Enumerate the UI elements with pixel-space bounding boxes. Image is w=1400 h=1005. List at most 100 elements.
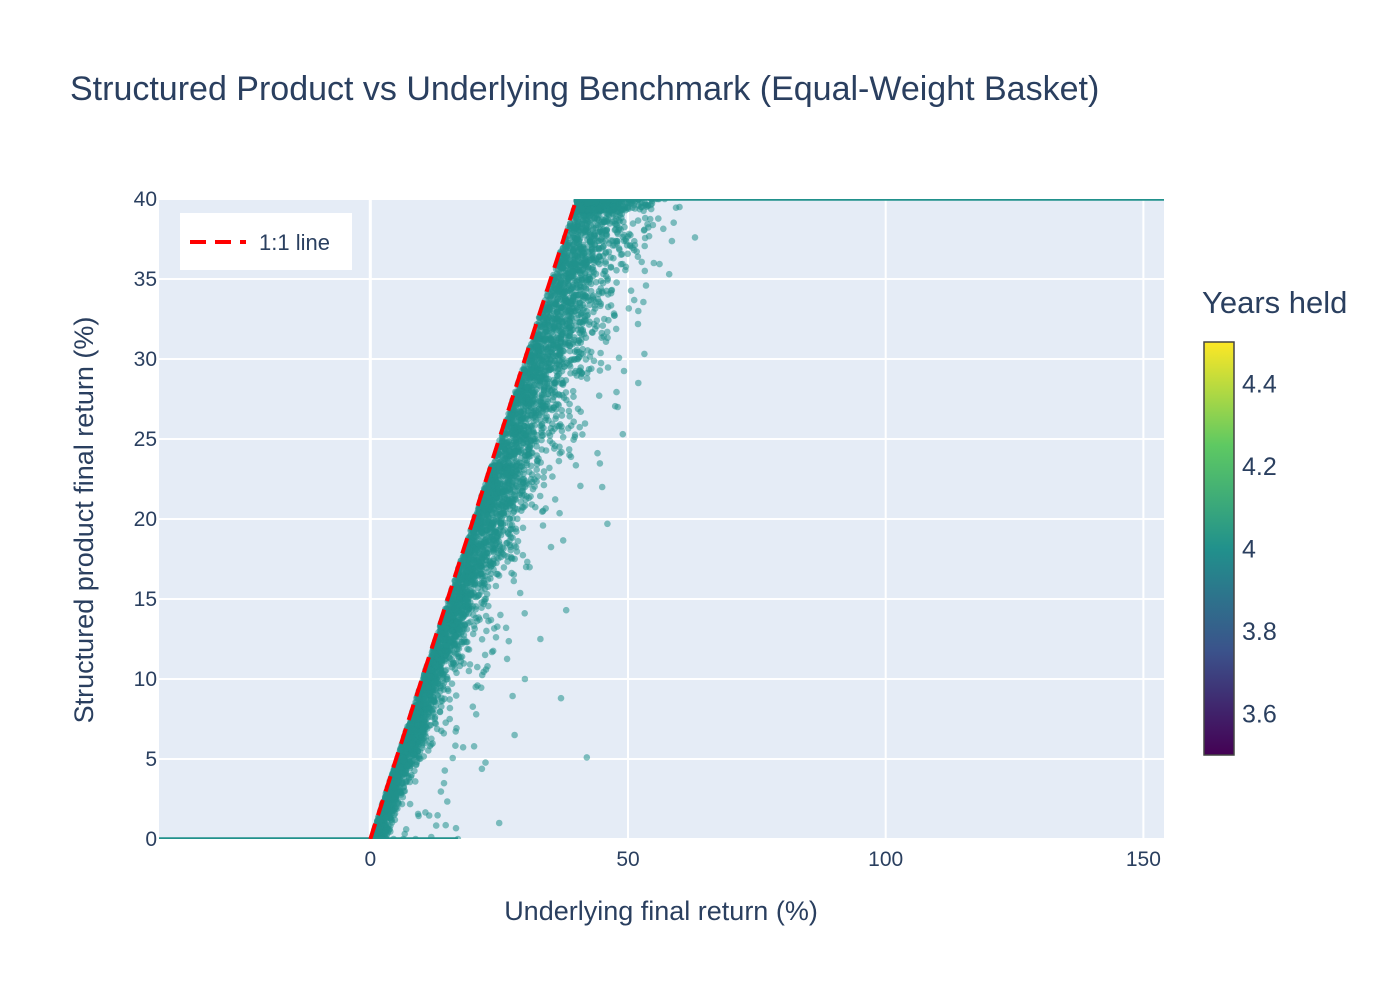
scatter-point [552, 496, 559, 503]
scatter-point [520, 552, 527, 559]
scatter-point [553, 335, 560, 342]
scatter-point [478, 527, 485, 534]
scatter-point [511, 492, 518, 499]
scatter-point [593, 271, 600, 278]
scatter-point [405, 735, 412, 742]
scatter-point [562, 244, 569, 251]
scatter-point [577, 408, 584, 415]
scatter-point [521, 610, 528, 617]
scatter-point [476, 616, 483, 623]
scatter-point [541, 482, 548, 489]
scatter-point [441, 686, 448, 693]
scatter-point [415, 813, 422, 820]
scatter-point [537, 493, 544, 500]
scatter-point [556, 510, 563, 517]
scatter-point [461, 638, 468, 645]
scatter-point [650, 222, 657, 229]
scatter-point [537, 395, 544, 402]
scatter-point [407, 801, 414, 808]
scatter-point [566, 413, 573, 420]
scatter-point [557, 312, 564, 319]
scatter-point [497, 612, 504, 619]
scatter-point [566, 312, 573, 319]
scatter-point [551, 310, 558, 317]
scatter-point [399, 801, 406, 808]
scatter-point [511, 578, 518, 585]
scatter-point [641, 226, 648, 233]
scatter-point [506, 502, 513, 509]
scatter-point [453, 670, 460, 677]
scatter-point [533, 443, 540, 450]
scatter-point [506, 532, 513, 539]
scatter-point [511, 406, 518, 413]
scatter-point [566, 446, 573, 453]
scatter-point [466, 646, 473, 653]
scatter-point [660, 226, 667, 233]
scatter-point [579, 346, 586, 353]
scatter-point [583, 286, 590, 293]
scatter-point [479, 672, 486, 679]
scatter-point [453, 825, 460, 832]
scatter-point [581, 292, 588, 299]
scatter-point [433, 822, 440, 829]
scatter-point [403, 743, 410, 750]
scatter-point [549, 428, 556, 435]
scatter-point [560, 434, 567, 441]
scatter-point [512, 389, 519, 396]
scatter-point [514, 516, 521, 523]
scatter-point [572, 307, 579, 314]
scatter-point [567, 348, 574, 355]
scatter-point [444, 798, 451, 805]
scatter-point [540, 522, 547, 529]
scatter-point [566, 299, 573, 306]
scatter-point [449, 755, 456, 762]
scatter-point [605, 364, 612, 371]
scatter-point [556, 458, 563, 465]
scatter-point [428, 674, 435, 681]
scatter-point [481, 596, 488, 603]
scatter-point [540, 318, 547, 325]
scatter-point [578, 331, 585, 338]
scatter-point [592, 326, 599, 333]
scatter-point [533, 369, 540, 376]
scatter-point [446, 716, 453, 723]
scatter-point [522, 502, 529, 509]
scatter-point [471, 743, 478, 750]
scatter-point [616, 355, 623, 362]
scatter-point [537, 417, 544, 424]
scatter-point [594, 450, 601, 457]
scatter-point [509, 522, 516, 529]
scatter-point [590, 309, 597, 316]
scatter-point [608, 264, 615, 271]
scatter-point [631, 297, 638, 304]
scatter-point [460, 744, 467, 751]
scatter-point [603, 249, 610, 256]
scatter-point [643, 282, 650, 289]
scatter-point [613, 279, 620, 286]
scatter-point [603, 338, 610, 345]
scatter-point [633, 248, 640, 255]
scatter-point [514, 423, 521, 430]
scatter-point [439, 698, 446, 705]
scatter-point [613, 213, 620, 220]
scatter-point [494, 554, 501, 561]
scatter-point [616, 246, 623, 253]
scatter-point [560, 537, 567, 544]
scatter-point [443, 642, 450, 649]
scatter-point [486, 562, 493, 569]
scatter-point [601, 219, 608, 226]
scatter-point [520, 525, 527, 532]
scatter-point [577, 483, 584, 490]
scatter-point [493, 560, 500, 567]
scatter-point [452, 742, 459, 749]
scatter-point [566, 261, 573, 268]
scatter-point [565, 425, 572, 432]
scatter-point [525, 445, 532, 452]
scatter-point [559, 380, 566, 387]
scatter-point [624, 251, 631, 258]
scatter-point [630, 220, 637, 227]
chart-title: Structured Product vs Underlying Benchma… [70, 70, 1099, 108]
scatter-point [551, 445, 558, 452]
scatter-point [579, 431, 586, 438]
